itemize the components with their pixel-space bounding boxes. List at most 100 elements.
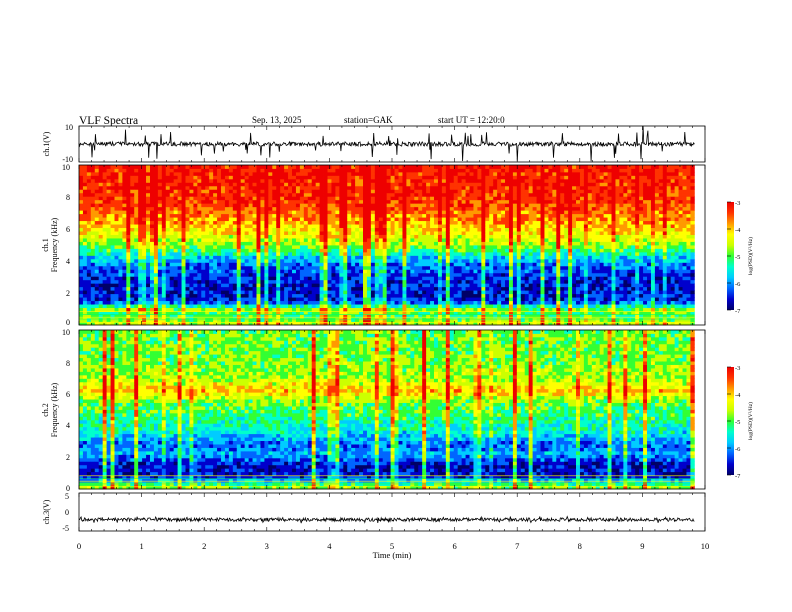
ch1-spectrogram-cell	[248, 234, 253, 239]
ch1-spectrogram-cell	[177, 251, 182, 256]
ch1-spectrogram-cell	[363, 234, 368, 239]
ch1-spectrogram-cell	[193, 251, 198, 256]
ch1-spectrogram-cell	[209, 227, 214, 232]
ch1-spectrogram-cell	[256, 300, 261, 305]
ch1-spectrogram-cell	[228, 203, 234, 208]
ch1-spectrogram-cell	[217, 168, 222, 173]
ch1-spectrogram-cell	[232, 311, 238, 315]
ch1-spectrogram-cell	[264, 196, 269, 201]
ch1-spectrogram-cell	[355, 175, 360, 180]
ch1-spectrogram-cell	[138, 241, 143, 246]
ch1-spectrogram-cell	[134, 300, 139, 305]
ch1-spectrogram-cell	[94, 272, 100, 277]
ch1-spectrogram-cell	[465, 307, 470, 312]
ch1-spectrogram-cell	[406, 321, 411, 326]
ch1-spectrogram-cell	[355, 241, 360, 246]
ch1-spectrogram-cell	[303, 192, 309, 197]
ch1-spectrogram-cell	[90, 307, 96, 312]
ch1-spectrogram-cell	[363, 165, 368, 169]
ch1-spectrogram-cell	[359, 283, 364, 288]
ch1-spectrogram-cell	[288, 314, 293, 319]
ch1-spectrogram-cell	[189, 251, 194, 256]
ch1-spectrogram-cell	[82, 238, 88, 242]
ch1-spectrogram-cell	[153, 300, 159, 305]
ch1-spectrogram-cell	[418, 165, 423, 169]
ch1-spectrogram-cell	[260, 196, 265, 201]
ch1-spectrogram-cell	[335, 321, 340, 326]
ch1-spectrogram-cell	[366, 196, 372, 201]
ch1-spectrogram-cell	[232, 258, 238, 263]
ch1-spectrogram-cell	[311, 245, 317, 249]
ch1-spectrogram-cell	[228, 300, 234, 305]
ch1-spectrogram-cell	[374, 234, 380, 239]
ch1-spectrogram-cell	[473, 279, 478, 284]
ch1-spectrogram-cell	[86, 171, 92, 176]
ch1-spectrogram-cell	[394, 304, 399, 309]
ch1-spectrogram-cell	[406, 224, 411, 229]
ch1-spectrogram-cell	[449, 290, 455, 295]
ch1-spectrogram-cell	[453, 182, 459, 187]
ch1-spectrogram-cell	[453, 255, 459, 260]
ch1-spectrogram-cell	[248, 262, 253, 267]
ch1-spectrogram-cell	[244, 224, 250, 229]
ch1-spectrogram-cell	[185, 286, 190, 291]
ch1-spectrogram-cell	[489, 297, 494, 302]
ch1-spectrogram-cell	[236, 297, 242, 302]
ch1-spectrogram-cell	[461, 304, 466, 309]
ch1-spectrogram-cell	[150, 185, 155, 190]
ch1-spectrogram-cell	[284, 196, 289, 201]
ch1-spectrogram-cell	[244, 272, 250, 277]
ch1-spectrogram-cell	[201, 321, 206, 326]
ch1-spectrogram-cell	[497, 300, 502, 305]
ch1-spectrogram-cell	[90, 165, 96, 169]
ch1-spectrogram-cell	[414, 210, 419, 215]
ch1-spectrogram-cell	[102, 248, 108, 253]
ch1-spectrogram-cell	[272, 311, 277, 315]
ch1-spectrogram-cell	[493, 217, 498, 222]
ch1-spectrogram-cell	[441, 321, 447, 326]
ch1-spectrogram-cell	[366, 251, 372, 256]
ch1-spectrogram-cell	[189, 213, 194, 218]
ch1-spectrogram-cell	[386, 213, 392, 218]
ch1-spectrogram-cell	[386, 307, 392, 312]
ch1-spectrogram-cell	[248, 314, 253, 319]
ch1-spectrogram-cell	[118, 168, 123, 173]
ch1-spectrogram-cell	[161, 196, 167, 201]
ch1-spectrogram-cell	[189, 182, 194, 187]
ch1-spectrogram-cell	[169, 182, 175, 187]
ch1-spectrogram-cell	[185, 283, 190, 288]
ch1-spectrogram-cell	[181, 241, 186, 246]
ch1-spectrogram-cell	[118, 279, 123, 284]
ch1-spectrogram-cell	[295, 227, 301, 232]
ch1-spectrogram-cell	[185, 224, 190, 229]
ch1-spectrogram-cell	[205, 258, 210, 263]
ch1-spectrogram-cell	[418, 199, 423, 204]
ch1-spectrogram-cell	[173, 178, 179, 183]
ch1-spectrogram-cell	[142, 265, 147, 270]
ch1-spectrogram-cell	[157, 182, 163, 187]
ch1-spectrogram-cell	[272, 210, 277, 215]
ch1-spectrogram-cell	[295, 231, 301, 235]
ch1-spectrogram-cell	[79, 231, 84, 235]
ch1-spectrogram-cell	[153, 227, 159, 232]
ch1-spectrogram-cell	[394, 293, 399, 298]
ch1-spectrogram-cell	[303, 171, 309, 176]
ch1-spectrogram-cell	[197, 203, 202, 208]
ch1-spectrogram-cell	[299, 165, 305, 169]
ch1-spectrogram-cell	[299, 241, 305, 246]
ch1-spectrogram-cell	[398, 248, 403, 253]
ch1-spectrogram-cell	[394, 185, 399, 190]
ch1-spectrogram-cell	[232, 168, 238, 173]
ch1-spectrogram-cell	[138, 311, 143, 315]
ch1-spectrogram-cell	[114, 175, 119, 180]
ch1-spectrogram-cell	[221, 227, 226, 232]
start-time-label: start UT = 12:20:0	[438, 115, 505, 125]
ch1-spectrogram-cell	[402, 314, 407, 319]
ch1-spectrogram-cell	[445, 307, 451, 312]
ch1-spectrogram-cell	[217, 210, 222, 215]
ch1-spectrogram-cell	[426, 241, 431, 246]
ch1-spectrogram-cell	[485, 279, 490, 284]
ch1-spectrogram-cell	[311, 293, 317, 298]
ch1-spectrogram-cell	[347, 258, 352, 263]
ch1-spectrogram-cell	[236, 227, 242, 232]
